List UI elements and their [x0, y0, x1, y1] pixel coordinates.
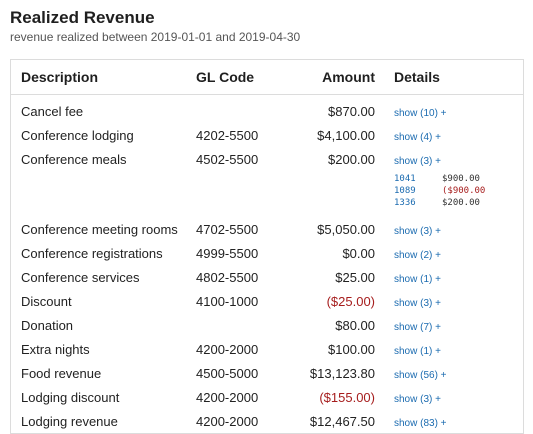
show-details-link[interactable]: show (2) +	[394, 249, 441, 261]
show-details-link[interactable]: show (3) +	[394, 297, 441, 309]
detail-id-link[interactable]: 1041	[394, 174, 416, 184]
expanded-details: 1041 $900.00 1089 ($900.00 1336 $200.00	[394, 171, 523, 217]
row-gl-code: 4502-5500	[196, 151, 259, 167]
detail-line: 1336 $200.00	[394, 197, 523, 209]
table-row: Conference services 4802-5500 $25.00 sho…	[11, 265, 523, 289]
show-details-link[interactable]: show (3) +	[394, 225, 441, 237]
row-gl-code: 4200-2000	[196, 389, 259, 405]
row-amount: $13,123.80	[309, 365, 375, 381]
column-header-description: Description	[21, 69, 99, 85]
show-details-link[interactable]: show (83) +	[394, 417, 447, 429]
row-gl-code: 4200-2000	[196, 341, 259, 357]
row-description: Lodging revenue	[21, 413, 118, 429]
row-description: Donation	[21, 317, 74, 333]
show-details-link[interactable]: show (1) +	[394, 273, 441, 285]
row-description: Extra nights	[21, 341, 90, 357]
page-subtitle: revenue realized between 2019-01-01 and …	[10, 30, 301, 44]
row-gl-code: 4202-5500	[196, 127, 259, 143]
row-gl-code: 4999-5500	[196, 245, 259, 261]
row-description: Food revenue	[21, 365, 102, 381]
row-description: Conference lodging	[21, 127, 134, 143]
row-gl-code: 4500-5000	[196, 365, 259, 381]
column-header-gl-code: GL Code	[196, 69, 255, 85]
table-header: Description GL Code Amount Details	[11, 60, 523, 95]
table-row: Cancel fee $870.00 show (10) +	[11, 99, 523, 123]
table-row: Conference lodging 4202-5500 $4,100.00 s…	[11, 123, 523, 147]
detail-amount: $900.00	[442, 174, 480, 184]
table-row: Lodging discount 4200-2000 ($155.00) sho…	[11, 385, 523, 409]
show-details-link[interactable]: show (4) +	[394, 131, 441, 143]
row-description: Discount	[21, 293, 72, 309]
detail-id-link[interactable]: 1336	[394, 198, 416, 208]
show-details-link[interactable]: show (3) +	[394, 393, 441, 405]
table-row: Discount 4100-1000 ($25.00) show (3) +	[11, 289, 523, 313]
row-gl-code: 4802-5500	[196, 269, 259, 285]
detail-amount: $200.00	[442, 198, 480, 208]
row-amount: $200.00	[328, 151, 375, 167]
row-gl-code: 4702-5500	[196, 221, 259, 237]
table-row: Conference meals 4502-5500 $200.00 show …	[11, 147, 523, 171]
show-details-link[interactable]: show (3) +	[394, 155, 441, 167]
detail-line: 1089 ($900.00	[394, 185, 523, 197]
table-row: Food revenue 4500-5000 $13,123.80 show (…	[11, 361, 523, 385]
table-row: Conference registrations 4999-5500 $0.00…	[11, 241, 523, 265]
show-details-link[interactable]: show (10) +	[394, 107, 447, 119]
page-title: Realized Revenue	[10, 8, 155, 27]
row-description: Conference services	[21, 269, 140, 285]
row-description: Lodging discount	[21, 389, 120, 405]
row-gl-code: 4100-1000	[196, 293, 259, 309]
row-amount: $12,467.50	[309, 413, 375, 429]
row-amount: $100.00	[328, 341, 375, 357]
column-header-amount: Amount	[322, 69, 375, 85]
table-row: Donation $80.00 show (7) +	[11, 313, 523, 337]
row-gl-code: 4200-2000	[196, 413, 259, 429]
show-details-link[interactable]: show (1) +	[394, 345, 441, 357]
table-row: Lodging revenue 4200-2000 $12,467.50 sho…	[11, 409, 523, 433]
detail-amount: ($900.00	[442, 186, 486, 196]
row-amount: ($25.00)	[326, 293, 375, 309]
column-header-details: Details	[394, 69, 440, 85]
row-amount: $870.00	[328, 103, 375, 119]
row-description: Conference registrations	[21, 245, 163, 261]
row-description: Conference meeting rooms	[21, 221, 178, 237]
row-description: Conference meals	[21, 151, 127, 167]
row-amount: $25.00	[335, 269, 375, 285]
revenue-table: Description GL Code Amount Details Cance…	[10, 59, 524, 434]
table-row: Extra nights 4200-2000 $100.00 show (1) …	[11, 337, 523, 361]
detail-line: 1041 $900.00	[394, 173, 523, 185]
show-details-link[interactable]: show (56) +	[394, 369, 447, 381]
detail-id-link[interactable]: 1089	[394, 186, 416, 196]
row-amount: $80.00	[335, 317, 375, 333]
row-amount: $4,100.00	[317, 127, 375, 143]
table-row: Conference meeting rooms 4702-5500 $5,05…	[11, 217, 523, 241]
row-description: Cancel fee	[21, 103, 84, 119]
row-amount: $5,050.00	[317, 221, 375, 237]
row-amount: ($155.00)	[319, 389, 375, 405]
row-amount: $0.00	[342, 245, 375, 261]
show-details-link[interactable]: show (7) +	[394, 321, 441, 333]
